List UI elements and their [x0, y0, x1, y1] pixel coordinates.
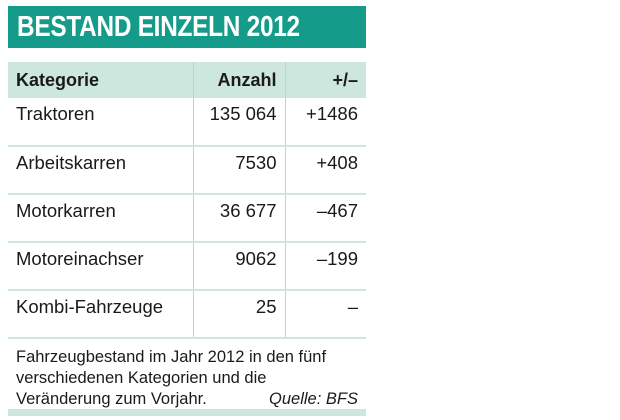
row-count: 135 064: [192, 98, 286, 147]
row-change: –199: [285, 242, 366, 291]
spacer: [8, 48, 366, 62]
row-count: 25: [192, 290, 286, 339]
row-change: –467: [285, 194, 366, 243]
infobox-card: BESTAND EINZELN 2012 Kategorie Anzahl +/…: [8, 6, 366, 416]
chart-title: BESTAND EINZELN 2012: [17, 10, 300, 43]
row-category: Kombi-Fahrzeuge: [8, 290, 193, 339]
row-change: +1486: [285, 98, 366, 147]
source-label: Quelle: BFS: [269, 390, 358, 408]
row-change: +408: [285, 146, 366, 195]
header-kategorie: Kategorie: [16, 69, 100, 90]
table-row: Kombi-Fahrzeuge 25 –: [8, 290, 366, 339]
table-row: Traktoren 135 064 +1486: [8, 98, 366, 147]
row-category: Motoreinachser: [8, 242, 193, 291]
header-anzahl: Anzahl: [192, 62, 286, 98]
row-category: Traktoren: [8, 98, 193, 147]
bottom-rule: [8, 409, 366, 416]
table-row: Arbeitskarren 7530 +408: [8, 146, 366, 195]
row-count: 9062: [192, 242, 286, 291]
footnote-text: Fahrzeugbestand im Jahr 2012 in den fünf…: [16, 348, 327, 408]
row-count: 7530: [192, 146, 286, 195]
footnote: Fahrzeugbestand im Jahr 2012 in den fünf…: [8, 339, 366, 410]
header-change: +/–: [332, 69, 358, 90]
data-table: Kategorie Anzahl +/– Traktoren 135 064 +…: [8, 62, 366, 339]
row-change: –: [285, 290, 366, 339]
title-bar: BESTAND EINZELN 2012: [8, 6, 366, 48]
table-row: Motorkarren 36 677 –467: [8, 194, 366, 243]
row-category: Arbeitskarren: [8, 146, 193, 195]
table-row: Motoreinachser 9062 –199: [8, 242, 366, 291]
row-count: 36 677: [192, 194, 286, 243]
row-category: Motorkarren: [8, 194, 193, 243]
table-header-row: Kategorie Anzahl +/–: [8, 62, 366, 98]
